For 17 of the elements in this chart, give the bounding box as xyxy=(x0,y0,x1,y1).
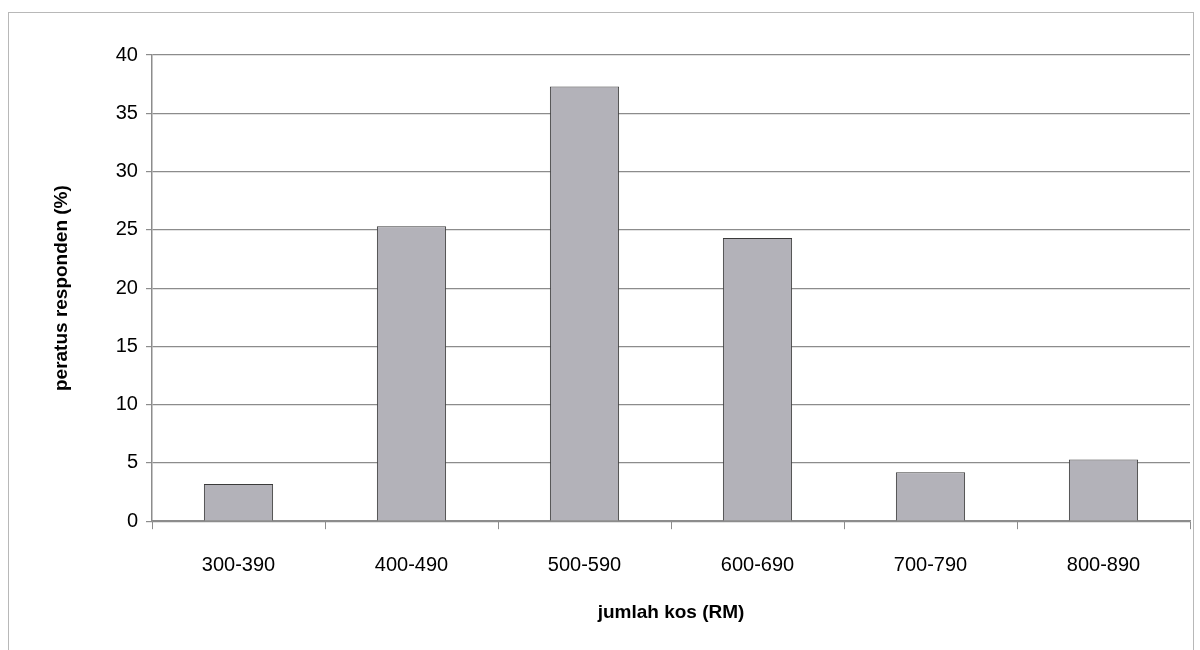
y-tick-label: 10 xyxy=(115,392,138,415)
x-tick-label: 300-390 xyxy=(201,552,276,575)
y-tick-label: 15 xyxy=(115,333,138,356)
x-tick-label: 500-590 xyxy=(547,552,622,575)
y-tick-label: 35 xyxy=(115,100,138,123)
x-tick-label: 700-790 xyxy=(893,552,968,575)
y-tick-label: 0 xyxy=(126,508,138,531)
y-tick-label: 25 xyxy=(115,217,138,240)
y-tick-label: 30 xyxy=(115,159,138,182)
y-axis-title: peratus responden (%) xyxy=(49,185,71,392)
x-tick-label: 800-890 xyxy=(1066,552,1141,575)
x-axis-title: jumlah kos (RM) xyxy=(596,600,745,622)
y-tick-label: 40 xyxy=(115,42,138,65)
y-tick-label: 5 xyxy=(126,450,138,473)
x-tick-label: 400-490 xyxy=(374,552,449,575)
y-tick-label: 20 xyxy=(115,275,138,298)
x-tick-label: 600-690 xyxy=(720,552,795,575)
